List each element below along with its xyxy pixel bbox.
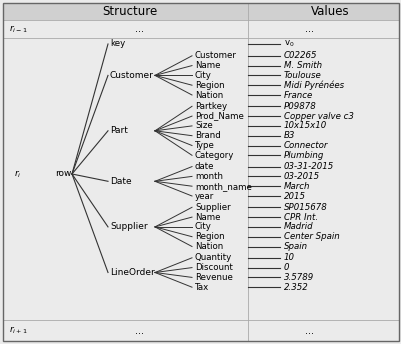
Text: Spain: Spain xyxy=(283,242,307,251)
Text: 03-2015: 03-2015 xyxy=(283,172,319,181)
Text: 2015: 2015 xyxy=(283,192,305,201)
Text: Name: Name xyxy=(194,213,220,222)
Text: $r_{i-1}$: $r_{i-1}$ xyxy=(9,23,27,35)
Text: Values: Values xyxy=(310,5,348,18)
Text: France: France xyxy=(283,90,312,99)
Text: Center Spain: Center Spain xyxy=(283,232,339,241)
Text: key: key xyxy=(110,40,125,49)
Text: ...: ... xyxy=(305,24,314,34)
Text: Region: Region xyxy=(194,81,224,90)
Text: ...: ... xyxy=(135,24,144,34)
Text: March: March xyxy=(283,182,310,191)
Text: Type: Type xyxy=(194,141,215,150)
Text: 3.5789: 3.5789 xyxy=(283,273,314,282)
Text: year: year xyxy=(194,192,214,201)
Text: 10x15x10: 10x15x10 xyxy=(283,121,326,130)
Text: P09878: P09878 xyxy=(283,102,316,111)
Text: Revenue: Revenue xyxy=(194,273,232,282)
Bar xyxy=(3,20,398,38)
Text: Date: Date xyxy=(110,177,131,186)
Text: Copper valve c3: Copper valve c3 xyxy=(283,111,353,121)
Text: Customer: Customer xyxy=(194,51,236,60)
Text: M. Smith: M. Smith xyxy=(283,61,321,70)
Text: B3: B3 xyxy=(283,131,295,140)
Text: Part: Part xyxy=(110,126,128,135)
Text: City: City xyxy=(194,71,211,80)
Text: date: date xyxy=(194,162,214,171)
Text: Region: Region xyxy=(194,232,224,241)
Text: Nation: Nation xyxy=(194,242,223,251)
Text: Tax: Tax xyxy=(194,283,209,292)
Text: Nation: Nation xyxy=(194,90,223,99)
Text: Madrid: Madrid xyxy=(283,223,313,232)
Text: Category: Category xyxy=(194,151,234,160)
Text: Plumbing: Plumbing xyxy=(283,151,324,160)
Text: City: City xyxy=(194,223,211,232)
Text: 10: 10 xyxy=(283,253,294,262)
Text: C02265: C02265 xyxy=(283,51,317,60)
Text: Quantity: Quantity xyxy=(194,253,232,262)
Text: 03-31-2015: 03-31-2015 xyxy=(283,162,333,171)
Text: Customer: Customer xyxy=(110,71,154,80)
Bar xyxy=(3,320,398,341)
Text: month: month xyxy=(194,172,223,181)
Text: 2.352: 2.352 xyxy=(283,283,308,292)
Text: Discount: Discount xyxy=(194,263,232,272)
Text: $r_{i+1}$: $r_{i+1}$ xyxy=(9,325,27,336)
Text: v$_{0}$: v$_{0}$ xyxy=(283,39,294,49)
Text: Size: Size xyxy=(194,121,212,130)
Text: CPR Int.: CPR Int. xyxy=(283,213,317,222)
Text: Connector: Connector xyxy=(283,141,328,150)
Text: Prod_Name: Prod_Name xyxy=(194,111,243,121)
Text: SP015678: SP015678 xyxy=(283,203,327,212)
Text: Midi Pyrénées: Midi Pyrénées xyxy=(283,80,343,90)
Text: ...: ... xyxy=(135,325,144,335)
Text: Supplier: Supplier xyxy=(110,223,147,232)
Text: $r_{i}$: $r_{i}$ xyxy=(14,168,22,180)
Text: Partkey: Partkey xyxy=(194,102,227,111)
Text: LineOrder: LineOrder xyxy=(110,268,154,277)
Text: Structure: Structure xyxy=(102,5,157,18)
Text: Toulouse: Toulouse xyxy=(283,71,321,80)
Text: Brand: Brand xyxy=(194,131,220,140)
Text: Supplier: Supplier xyxy=(194,203,230,212)
Text: Name: Name xyxy=(194,61,220,70)
Text: ...: ... xyxy=(305,325,314,335)
Text: 0: 0 xyxy=(283,263,289,272)
Text: row: row xyxy=(55,170,71,179)
Text: month_name: month_name xyxy=(194,182,251,191)
Bar xyxy=(3,3,398,20)
